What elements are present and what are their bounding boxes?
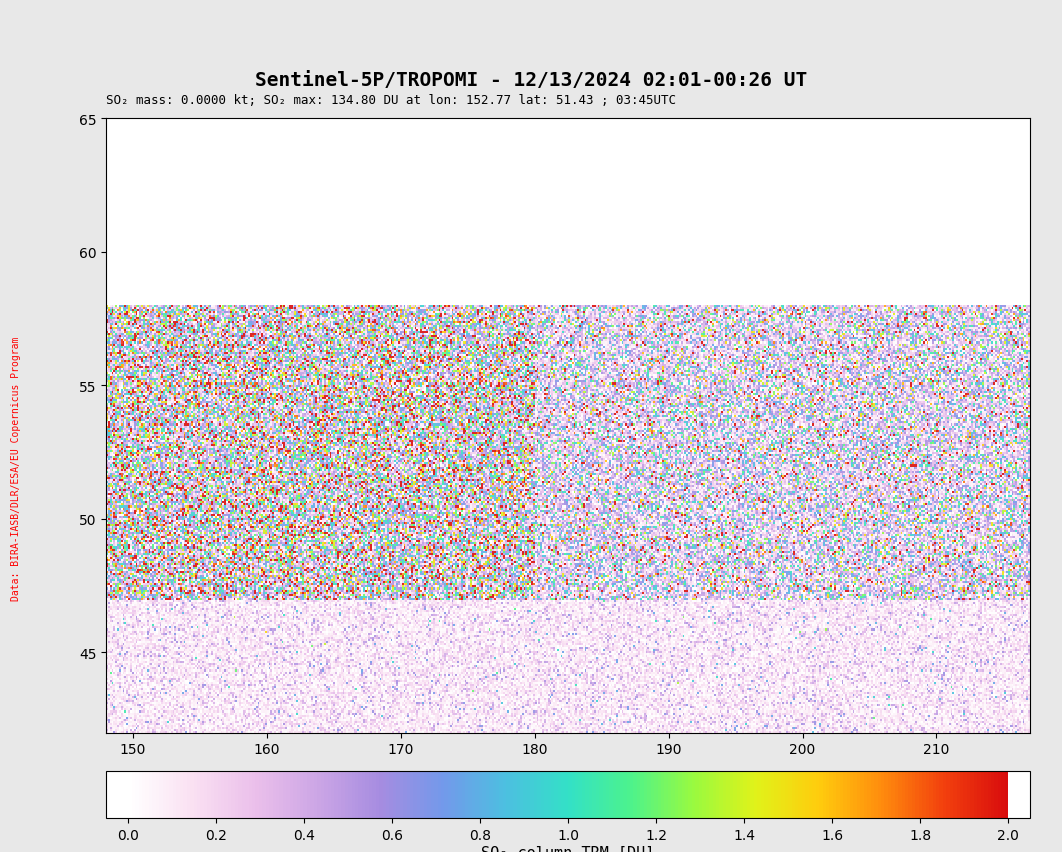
Text: Sentinel-5P/TROPOMI - 12/13/2024 02:01-00:26 UT: Sentinel-5P/TROPOMI - 12/13/2024 02:01-0…	[255, 71, 807, 89]
X-axis label: SO₂ column TRM [DU]: SO₂ column TRM [DU]	[481, 844, 655, 852]
Text: SO₂ mass: 0.0000 kt; SO₂ max: 134.80 DU at lon: 152.77 lat: 51.43 ; 03:45UTC: SO₂ mass: 0.0000 kt; SO₂ max: 134.80 DU …	[106, 94, 676, 106]
Text: Data: BIRA-IASB/DLR/ESA/EU Copernicus Program: Data: BIRA-IASB/DLR/ESA/EU Copernicus Pr…	[11, 337, 20, 601]
